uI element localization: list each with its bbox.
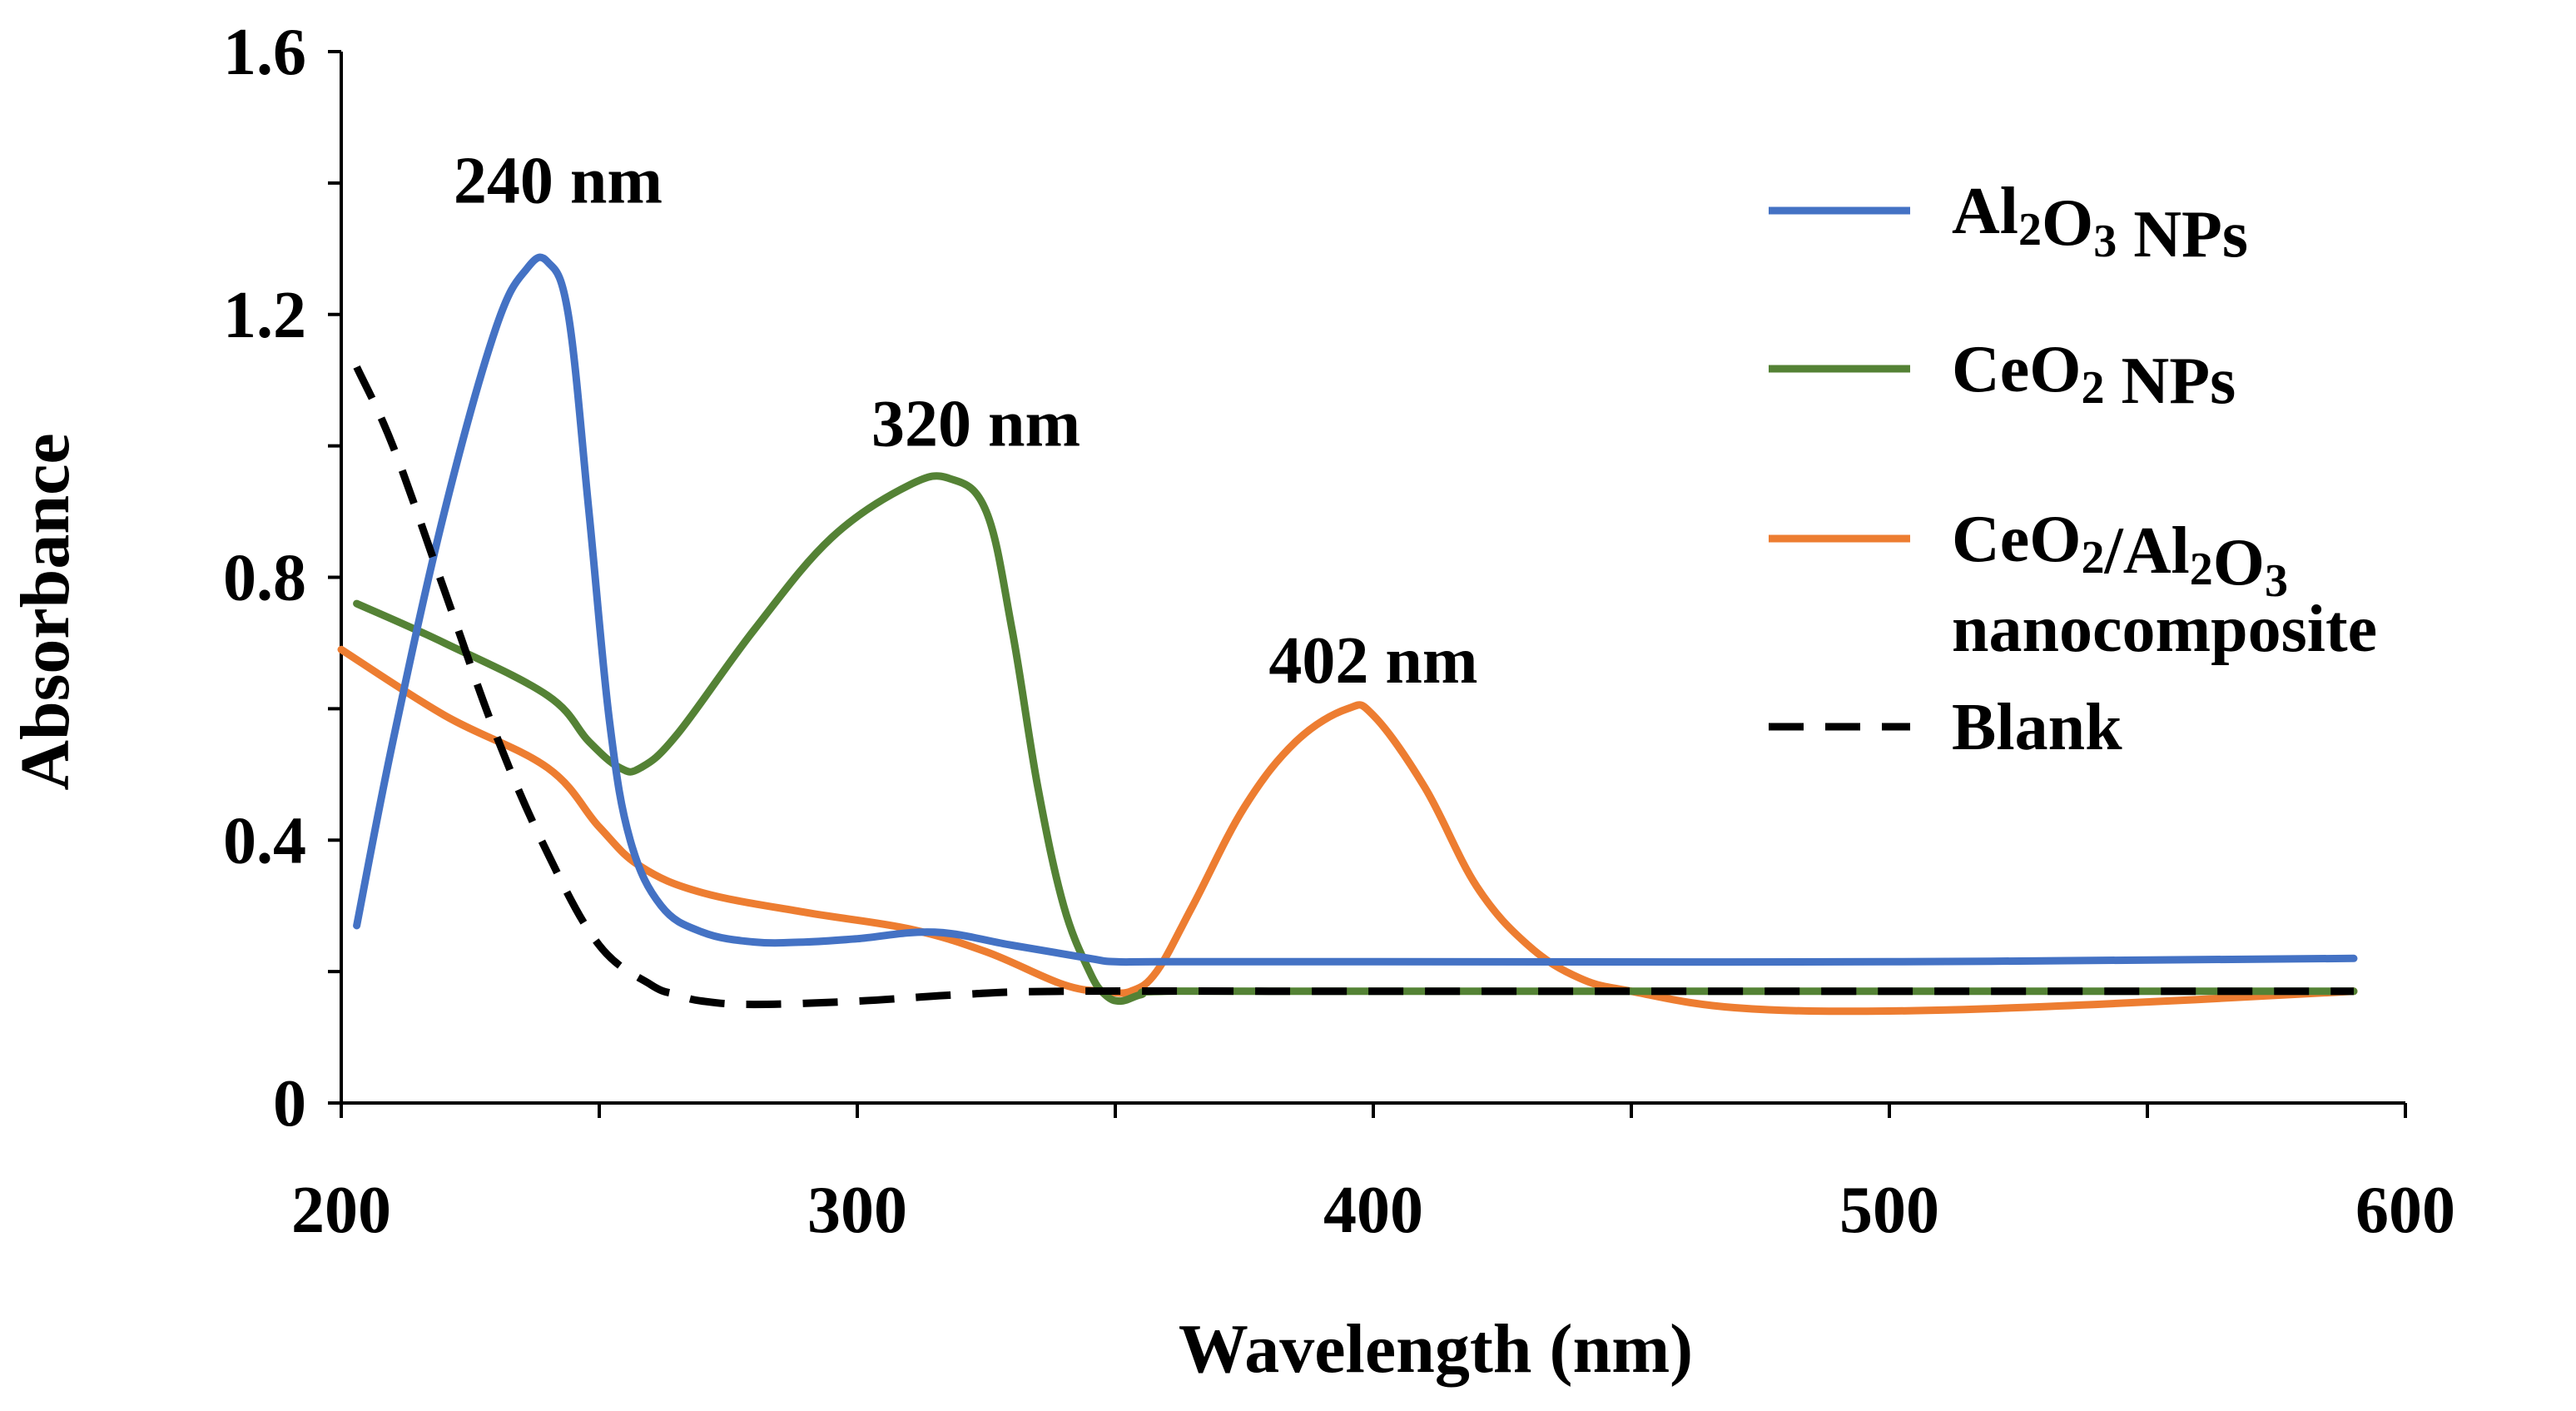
legend-label-part: O xyxy=(2213,526,2265,599)
legend-label: CeO2 NPs xyxy=(1952,333,2236,418)
y-tick-label: 0 xyxy=(273,1067,306,1140)
legend-label-part: 2 xyxy=(2082,532,2105,584)
legend-label-part: 2 xyxy=(2190,544,2213,595)
y-tick-label: 1.6 xyxy=(223,16,306,89)
legend-label-part: NPs xyxy=(2117,198,2248,271)
y-tick-label: 0.8 xyxy=(223,542,306,615)
legend-label: Al2O3 NPs xyxy=(1952,175,2248,271)
x-tick-label: 200 xyxy=(291,1174,391,1247)
legend-label-part: 3 xyxy=(2093,216,2117,267)
x-tick-label: 300 xyxy=(807,1174,907,1247)
peak-annotation: 402 nm xyxy=(1268,624,1477,698)
x-axis-title: Wavelength (nm) xyxy=(1179,1310,1693,1388)
legend-label-line2: nanocomposite xyxy=(1952,593,2377,666)
x-tick-label: 600 xyxy=(2355,1174,2455,1247)
series-line-blank xyxy=(353,365,2354,1009)
legend-label-part: CeO xyxy=(1952,333,2082,406)
x-tick-label: 500 xyxy=(1839,1174,1939,1247)
x-tick-label: 400 xyxy=(1323,1174,1423,1247)
y-axis-title: Absorbance xyxy=(7,433,84,790)
legend-label: Blank xyxy=(1952,691,2122,764)
legend-label-part: Al xyxy=(1952,175,2018,248)
legend-label: CeO2/Al2O3 xyxy=(1952,503,2288,607)
y-tick-label: 0.4 xyxy=(223,804,306,877)
legend-label-part: Blank xyxy=(1952,691,2122,764)
legend-label-part: NPs xyxy=(2105,345,2236,418)
legend-label-part: O xyxy=(2042,186,2093,260)
legend-label-part: 3 xyxy=(2265,555,2288,607)
series-layer xyxy=(337,253,2358,1016)
legend-label-part: 2 xyxy=(2082,362,2105,414)
annotation-layer: 240 nm 320 nm 402 nm xyxy=(454,145,1478,698)
peak-annotation: 320 nm xyxy=(871,388,1080,461)
series-line-al2o3-nps xyxy=(353,253,2358,966)
legend-label-part: /Al xyxy=(2104,514,2190,588)
series-line-ceo2-al2o3-nanocomposite xyxy=(337,645,2358,1016)
peak-annotation: 240 nm xyxy=(454,145,663,218)
legend-label-part: CeO xyxy=(1952,503,2082,576)
y-tick-label: 1.2 xyxy=(223,279,306,352)
legend-label-part: 2 xyxy=(2018,204,2042,256)
axes: 0 0.4 0.8 1.2 1.6 200 300 400 500 600 xyxy=(223,16,2455,1247)
